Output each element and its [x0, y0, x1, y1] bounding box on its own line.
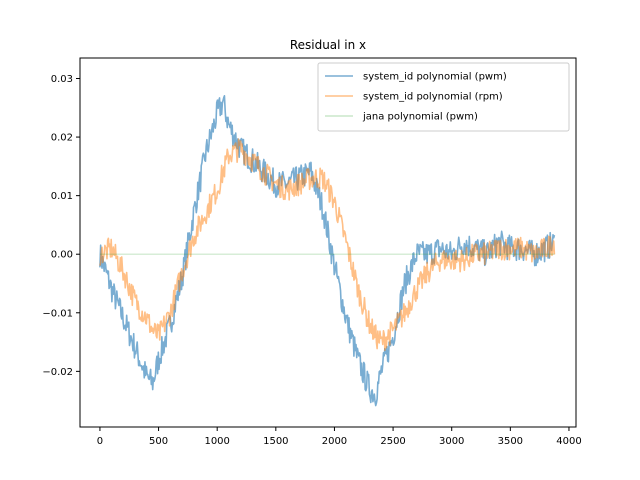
series-line-1	[99, 138, 556, 352]
x-axis: 0 500 1000 1500 2000 2500 3000 3500 4000	[97, 427, 582, 447]
y-tick-label: 0.02	[51, 133, 73, 144]
chart-title: Residual in x	[290, 38, 366, 52]
legend: system_id polynomial (pwm) system_id poly…	[317, 62, 570, 132]
x-tick-label: 1000	[204, 436, 229, 447]
y-tick-label: 0.00	[51, 250, 73, 261]
y-axis: −0.02 −0.01 0.00 0.01 0.02 0.03	[42, 74, 80, 378]
legend-box	[317, 62, 570, 132]
x-tick-label: 2000	[322, 436, 347, 447]
x-tick-label: 3500	[498, 436, 523, 447]
plot-frame	[79, 57, 577, 428]
legend-label-2: jana polynomial (pwm)	[362, 112, 478, 123]
x-tick-label: 500	[149, 436, 168, 447]
x-tick-label: 1500	[263, 436, 288, 447]
legend-label-0: system_id polynomial (pwm)	[363, 72, 507, 83]
y-tick-label: −0.02	[42, 367, 73, 378]
y-tick-label: −0.01	[42, 308, 73, 319]
y-tick-label: 0.03	[51, 74, 73, 85]
plot-area	[99, 95, 556, 407]
x-tick-label: 3000	[439, 436, 464, 447]
y-tick-label: 0.01	[51, 191, 73, 202]
series-line-0	[99, 95, 556, 407]
x-tick-label: 0	[97, 436, 103, 447]
x-tick-label: 2500	[380, 436, 405, 447]
legend-label-1: system_id polynomial (rpm)	[363, 92, 503, 103]
x-tick-label: 4000	[556, 436, 581, 447]
